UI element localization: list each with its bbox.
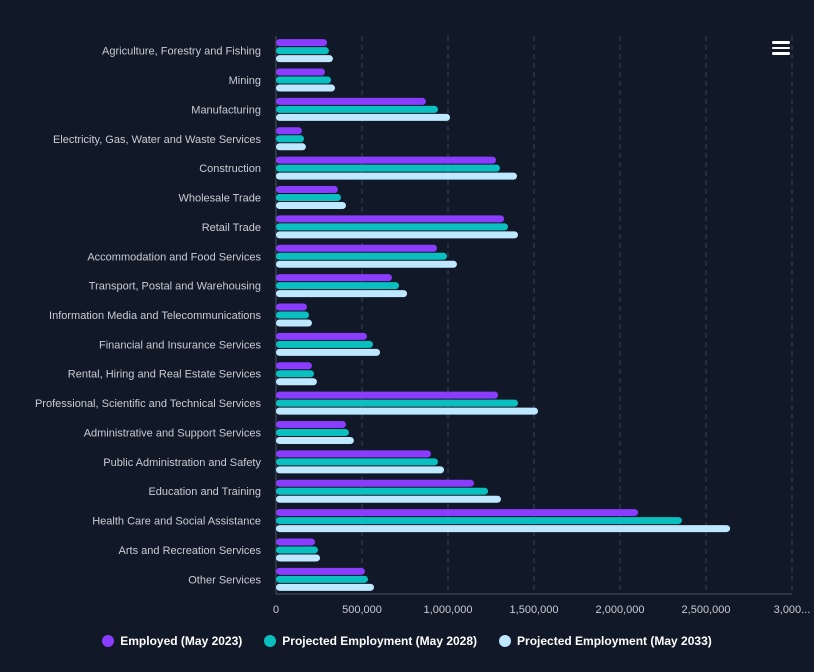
category-label: Arts and Recreation Services	[119, 545, 262, 557]
bar	[276, 407, 538, 415]
legend-marker	[499, 635, 512, 647]
legend-item-2023[interactable]: Employed (May 2023)	[102, 634, 242, 648]
category-label: Public Administration and Safety	[103, 457, 261, 469]
bar	[276, 517, 682, 525]
legend-label: Projected Employment (May 2028)	[282, 634, 478, 648]
legend-item-2028[interactable]: Projected Employment (May 2028)	[264, 634, 477, 648]
category-label: Other Services	[188, 574, 261, 586]
bar	[276, 399, 519, 407]
x-tick-label: 1,500,000	[510, 604, 559, 616]
bar	[276, 215, 505, 223]
bar	[276, 487, 489, 495]
x-tick-label: 3,000...	[774, 604, 811, 616]
bar	[276, 76, 332, 84]
bar	[276, 105, 439, 113]
x-tick-label: 1,000,000	[424, 604, 473, 616]
bar	[276, 466, 445, 474]
bar	[276, 156, 496, 164]
bar	[276, 202, 347, 210]
bar	[276, 450, 431, 458]
x-tick-label: 0	[273, 604, 279, 616]
bar	[276, 340, 374, 348]
bar	[276, 244, 437, 252]
bar	[276, 274, 392, 282]
bar	[276, 172, 517, 180]
category-label: Administrative and Support Services	[84, 427, 262, 439]
category-label: Health Care and Social Assistance	[92, 516, 261, 528]
category-label: Professional, Scientific and Technical S…	[35, 398, 262, 410]
legend-label: Employed (May 2023)	[120, 634, 243, 648]
bar	[276, 479, 474, 487]
bar	[276, 164, 500, 172]
bar	[276, 186, 338, 194]
bar	[276, 97, 426, 105]
bar	[276, 554, 321, 562]
bar	[276, 348, 381, 356]
legend: Employed (May 2023) Projected Employment…	[0, 634, 814, 648]
bar	[276, 231, 519, 239]
category-label: Transport, Postal and Warehousing	[89, 281, 261, 293]
bar	[276, 223, 509, 231]
legend-marker	[102, 635, 115, 647]
bar	[276, 495, 501, 503]
bar	[276, 332, 367, 340]
category-label: Rental, Hiring and Real Estate Services	[68, 369, 262, 381]
bar	[276, 47, 329, 55]
bar	[276, 509, 639, 517]
bar	[276, 567, 365, 575]
bar	[276, 311, 310, 319]
bar	[276, 143, 306, 151]
bar	[276, 252, 447, 260]
bar	[276, 538, 316, 546]
bar	[276, 546, 318, 554]
bar	[276, 260, 457, 268]
bar	[276, 127, 302, 135]
category-label: Electricity, Gas, Water and Waste Servic…	[53, 134, 262, 146]
bar	[276, 362, 312, 370]
bar	[276, 290, 408, 298]
bar	[276, 68, 326, 76]
bar	[276, 428, 349, 436]
bar	[276, 194, 342, 202]
category-label: Manufacturing	[191, 104, 261, 116]
bar	[276, 458, 439, 466]
bar	[276, 436, 354, 444]
category-label: Financial and Insurance Services	[99, 339, 262, 351]
category-label: Education and Training	[148, 486, 261, 498]
category-label: Retail Trade	[202, 222, 261, 234]
bar	[276, 370, 315, 378]
legend-item-2033[interactable]: Projected Employment (May 2033)	[499, 634, 712, 648]
bar	[276, 55, 333, 63]
bar	[276, 378, 317, 386]
bar	[276, 319, 312, 327]
bar	[276, 420, 347, 428]
x-tick-label: 500,000	[342, 604, 382, 616]
category-label: Information Media and Telecommunications	[49, 310, 261, 322]
legend-label: Projected Employment (May 2033)	[517, 634, 712, 648]
bar	[276, 391, 499, 399]
x-tick-label: 2,500,000	[682, 604, 731, 616]
bar	[276, 39, 328, 47]
bar	[276, 135, 305, 143]
bar	[276, 583, 375, 591]
bar	[276, 113, 451, 121]
hamburger-menu-icon[interactable]	[772, 41, 790, 55]
bar	[276, 84, 335, 92]
x-tick-label: 2,000,000	[596, 604, 645, 616]
bar	[276, 575, 369, 583]
legend-marker	[264, 635, 277, 647]
bar	[276, 303, 307, 311]
category-label: Construction	[199, 163, 261, 175]
category-label: Mining	[229, 75, 261, 87]
category-label: Agriculture, Forestry and Fishing	[102, 46, 261, 58]
bar	[276, 525, 731, 533]
category-label: Wholesale Trade	[178, 193, 261, 205]
bar	[276, 282, 399, 290]
category-label: Accommodation and Food Services	[87, 251, 261, 263]
